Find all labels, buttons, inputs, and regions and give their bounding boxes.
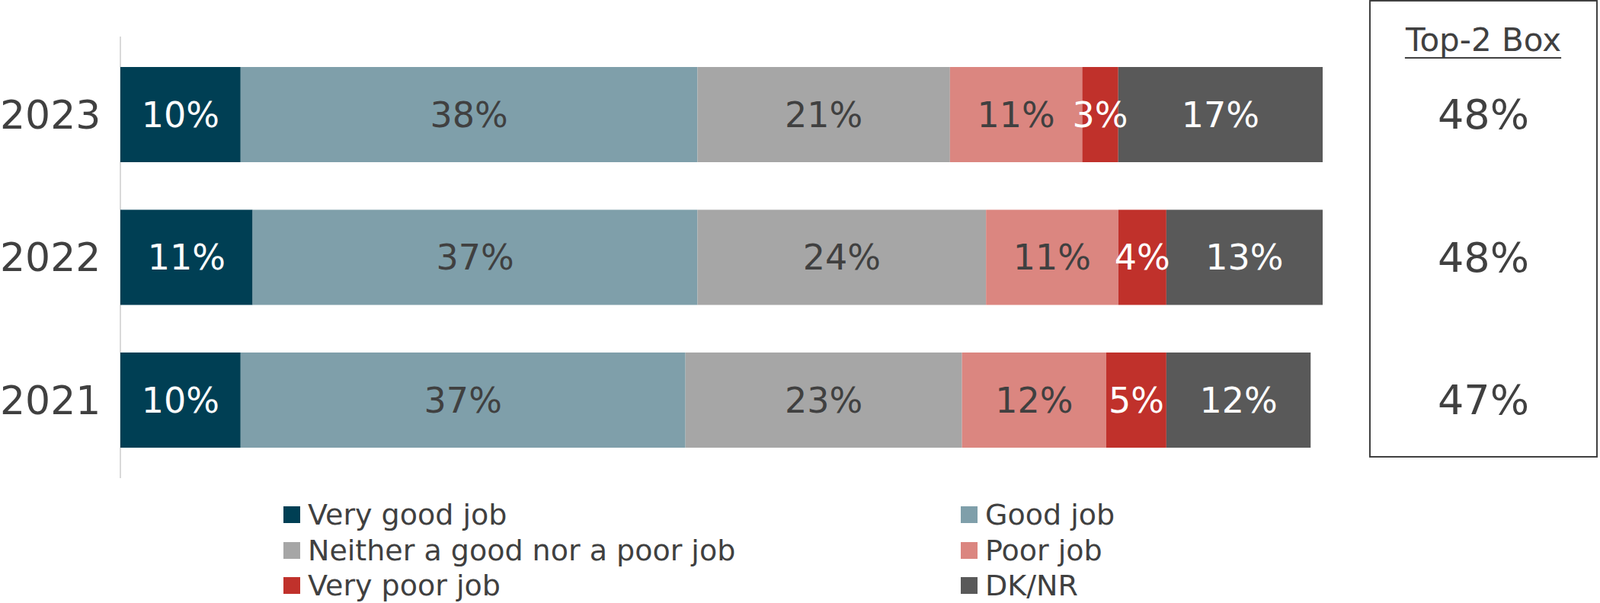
bar-segment [1166, 352, 1311, 448]
data-label: 11% [976, 94, 1055, 136]
bar-segment [962, 352, 1107, 448]
bar-segment [240, 352, 686, 448]
category-label: 2021 [0, 377, 101, 424]
data-label: 13% [1205, 236, 1284, 279]
data-label: 11% [1013, 236, 1092, 279]
top2-box-frame [1369, 0, 1597, 458]
legend-label: Good job [985, 498, 1115, 532]
data-label: 12% [1199, 380, 1277, 422]
chart: 10% 38% 21% 11% 3% 17% 11% 37% 24% 11% 4% 13% 10% 37%… [0, 0, 1600, 603]
bar-segment [1106, 352, 1167, 448]
top2-box-underline [1404, 57, 1562, 59]
data-labels: 10% 38% 21% 11% 3% 17% 11% 37% 24% 11% 4% 13% 10% 37%… [141, 94, 1284, 422]
legend-label: Very good job [307, 498, 507, 532]
legend-label: Poor job [985, 534, 1103, 568]
data-label: 37% [424, 380, 503, 422]
legend-swatch [283, 577, 301, 595]
category-label: 2023 [0, 92, 101, 138]
bar-segment [252, 210, 698, 306]
legend-label: Very poor job [307, 569, 501, 603]
bar-segment [120, 210, 253, 306]
bar-segment [685, 352, 963, 448]
legend-label: Neither a good nor a poor job [307, 534, 736, 568]
bar-segment [697, 67, 950, 163]
bar-segment [120, 67, 241, 163]
bar-segment [1166, 210, 1323, 306]
bar-segment [985, 210, 1119, 306]
data-label: 24% [803, 236, 881, 279]
data-label: 10% [141, 94, 220, 136]
data-label: 23% [784, 380, 863, 422]
legend-label: DK/NR [985, 569, 1079, 603]
data-label: 38% [429, 94, 508, 136]
data-label: 11% [147, 236, 226, 279]
data-label: 17% [1181, 94, 1260, 136]
top2-box-value: 48% [1437, 233, 1530, 282]
legend-swatch [283, 542, 301, 560]
data-label: 4% [1114, 236, 1171, 279]
top2-box-value: 48% [1437, 90, 1530, 139]
bar-segment [1118, 67, 1323, 163]
bars [120, 67, 1323, 448]
data-label: 10% [141, 380, 220, 422]
data-label: 5% [1108, 380, 1165, 422]
category-label: 2022 [0, 234, 101, 281]
data-label: 12% [995, 380, 1073, 422]
bar-segment [697, 210, 986, 306]
data-label: 37% [435, 236, 514, 279]
legend-swatch [960, 506, 978, 524]
top2-box-title: Top-2 Box [1404, 21, 1562, 59]
legend-swatch [283, 506, 301, 524]
data-label: 21% [784, 94, 863, 136]
top2-box-value: 47% [1437, 376, 1530, 425]
legend-swatch [960, 542, 978, 560]
legend: Very good job Good job Neither a good nor … [283, 498, 1115, 603]
bar-segment [120, 352, 241, 448]
data-label: 3% [1072, 94, 1129, 136]
bar-segment [950, 67, 1083, 163]
bar-segment [240, 67, 698, 163]
legend-swatch [960, 577, 978, 595]
